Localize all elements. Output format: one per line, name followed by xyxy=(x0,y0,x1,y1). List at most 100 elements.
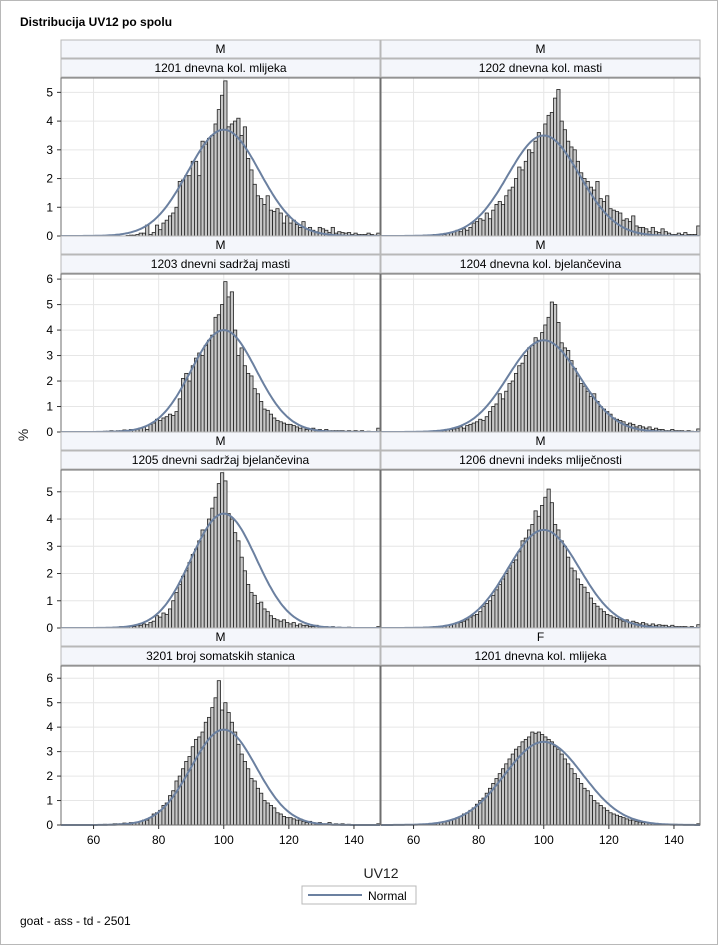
panel-6: M 1206 dnevni indeks mliječnosti xyxy=(380,431,701,629)
histogram-bar xyxy=(556,89,561,237)
histogram-bar xyxy=(161,612,166,629)
histogram-bar xyxy=(536,132,541,237)
histogram-bar xyxy=(517,365,522,433)
histogram-bar xyxy=(533,140,538,237)
histogram-bar xyxy=(278,813,283,826)
histogram-bar xyxy=(575,375,580,433)
y-tick-label: 2 xyxy=(46,374,53,388)
histogram-bar xyxy=(207,518,212,629)
histogram-bar xyxy=(471,222,476,237)
panel-7: M 3201 broj somatskih stanica 0 1 2 3 4 5 6 60 80 1… xyxy=(46,627,381,847)
y-tick-label: 6 xyxy=(46,272,53,286)
histogram-bar xyxy=(465,812,470,826)
histogram-bar xyxy=(252,780,257,826)
y-tick-label: 0 xyxy=(46,621,53,635)
histogram-bar xyxy=(246,372,251,433)
histogram-bar xyxy=(478,611,483,629)
histogram-bar xyxy=(184,175,189,237)
histogram-bar xyxy=(608,208,613,237)
histogram-bar xyxy=(468,226,473,237)
histogram-bar xyxy=(474,421,480,433)
histogram-bar xyxy=(200,355,205,433)
histogram-bar xyxy=(281,222,287,237)
histogram-bar xyxy=(514,559,519,629)
histogram-bar xyxy=(239,135,244,237)
histogram-bar xyxy=(510,380,515,433)
histogram-bar xyxy=(458,231,463,237)
histogram-bar xyxy=(627,221,633,237)
histogram-bar xyxy=(579,783,584,826)
histogram-bar xyxy=(520,169,525,237)
histogram-bar xyxy=(543,736,548,826)
histogram-bar xyxy=(207,716,212,826)
histogram-bar xyxy=(255,393,260,433)
histogram-bar xyxy=(181,768,186,826)
histogram-bar xyxy=(540,135,545,237)
histogram-bar xyxy=(148,622,153,629)
histogram-bar xyxy=(488,600,493,629)
histogram-bar xyxy=(588,395,593,433)
x-tick-label: 60 xyxy=(87,833,101,847)
histogram-bar xyxy=(177,584,182,629)
panel-sex-label: F xyxy=(537,630,544,644)
histogram-bar xyxy=(268,209,273,237)
histogram-bar xyxy=(458,426,463,433)
histogram-bar xyxy=(288,623,293,629)
histogram-bar xyxy=(200,529,205,629)
histogram-bar xyxy=(168,608,173,629)
x-tick-label: 100 xyxy=(214,833,234,847)
histogram-bar xyxy=(523,355,528,433)
histogram-bar xyxy=(488,411,493,433)
histogram-bar xyxy=(595,802,600,826)
panel-sex-label: M xyxy=(216,238,226,252)
histogram-bar xyxy=(259,601,264,629)
histogram-bar xyxy=(471,615,476,629)
histogram-bar xyxy=(614,618,620,629)
histogram-bar xyxy=(510,186,515,237)
histogram-bar xyxy=(546,316,551,433)
histogram-bar xyxy=(210,507,215,629)
histogram-bar xyxy=(223,480,228,629)
histogram-bar xyxy=(213,697,218,826)
histogram-bar xyxy=(559,120,564,237)
histogram-bar xyxy=(494,589,499,629)
histogram-bar xyxy=(252,388,257,433)
histogram-bar xyxy=(465,229,470,237)
histogram-bar xyxy=(575,578,580,629)
footnote: goat - ass - td - 2501 xyxy=(20,914,131,928)
histogram-bar xyxy=(229,123,234,237)
histogram-bar xyxy=(614,814,620,826)
histogram-bar xyxy=(187,380,192,433)
histogram-bar xyxy=(572,570,577,629)
histogram-bar xyxy=(595,181,600,237)
histogram-bar xyxy=(255,603,260,629)
histogram-bar xyxy=(553,746,558,826)
histogram-bar xyxy=(252,594,257,629)
histogram-bar xyxy=(566,556,571,629)
histogram-bar xyxy=(491,406,496,433)
histogram-bar xyxy=(181,575,186,629)
histogram-bar xyxy=(268,615,273,629)
histogram-bar xyxy=(595,605,600,629)
panel-2: M 1202 dnevna kol. masti xyxy=(380,39,701,237)
histogram-bar xyxy=(174,592,179,629)
histogram-bar xyxy=(226,126,231,237)
histogram-bar xyxy=(203,143,208,237)
histogram-bar xyxy=(582,178,587,237)
histogram-bar xyxy=(549,301,554,433)
histogram-bar xyxy=(298,226,303,237)
normal-curve xyxy=(381,740,700,826)
panel-sex-header xyxy=(380,39,701,59)
histogram-bar xyxy=(171,415,176,433)
histogram-bar xyxy=(598,406,603,433)
histogram-bar xyxy=(174,206,179,237)
x-tick-label: 120 xyxy=(599,833,619,847)
histogram-bar xyxy=(543,123,548,237)
histogram-bar xyxy=(161,222,166,237)
histogram-bar xyxy=(281,619,287,629)
y-tick-label: 1 xyxy=(46,594,53,608)
histogram-bar xyxy=(497,584,502,629)
histogram-bar xyxy=(621,817,626,826)
histogram-bar xyxy=(530,344,535,433)
